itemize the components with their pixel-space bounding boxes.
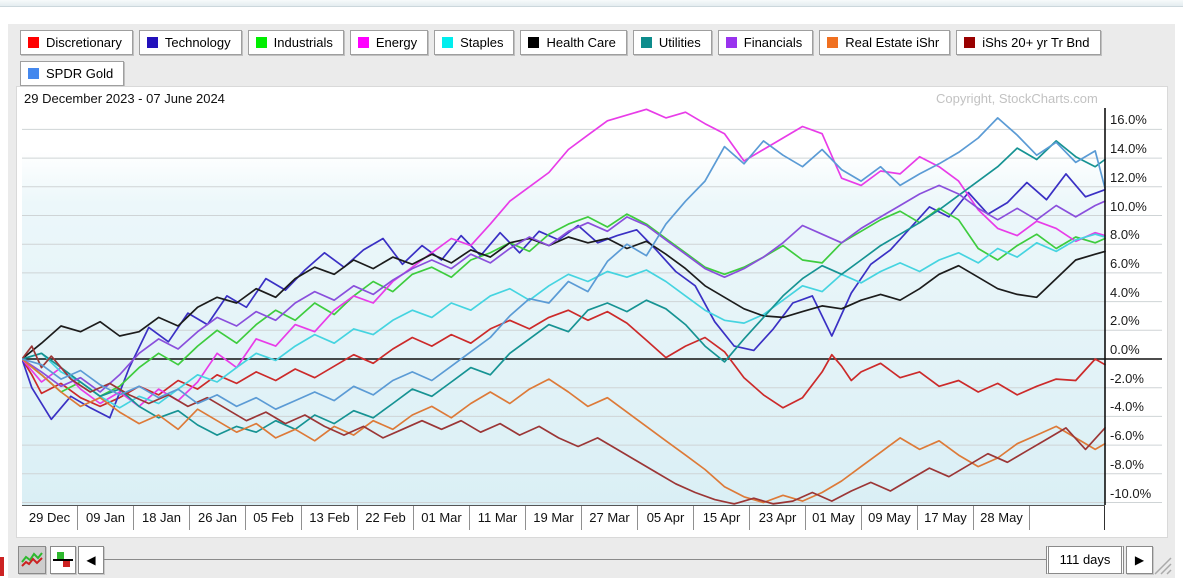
- x-tick-label: 15 Apr: [694, 506, 750, 530]
- x-tick-label: 29 Dec: [22, 506, 78, 530]
- y-tick-label: -8.0%: [1110, 456, 1144, 472]
- technology-swatch-icon: [146, 37, 158, 48]
- y-tick-label: 2.0%: [1110, 313, 1140, 329]
- y-tick-label: 0.0%: [1110, 342, 1140, 357]
- y-tick-label: 6.0%: [1110, 255, 1140, 271]
- x-tick-label: 22 Feb: [358, 506, 414, 530]
- legend-chicklet-staples[interactable]: Staples: [434, 30, 515, 55]
- y-tick-label: 8.0%: [1110, 227, 1140, 243]
- x-tick-label: 09 May: [862, 506, 918, 530]
- industrials-swatch-icon: [255, 37, 267, 48]
- legend-label: Staples: [460, 35, 504, 50]
- y-tick-label: -4.0%: [1110, 399, 1144, 415]
- ishs-20-yr-tr-bnd-swatch-icon: [964, 37, 976, 48]
- spdr-gold-swatch-icon: [28, 68, 39, 79]
- x-tick-label: 05 Feb: [246, 506, 302, 530]
- legend-chicklet-financials[interactable]: Financials: [717, 30, 814, 55]
- line-chart-icon: [21, 552, 43, 567]
- histogram-mode-button[interactable]: [50, 546, 76, 574]
- real-estate-ishr-swatch-icon: [827, 37, 839, 48]
- cropped-red-element: [0, 557, 4, 576]
- y-tick-label: -6.0%: [1110, 428, 1144, 444]
- legend-chicklet-industrials[interactable]: Industrials: [247, 30, 344, 55]
- legend-label: Utilities: [658, 35, 701, 50]
- perf-line-chart: [22, 108, 1162, 505]
- scroll-left-button[interactable]: ◀: [78, 546, 104, 574]
- x-tick-label: 01 May: [806, 506, 862, 530]
- x-tick-label: 17 May: [918, 506, 974, 530]
- x-tick-label: 28 May: [974, 506, 1030, 530]
- right-arrow-icon: ▶: [1134, 553, 1145, 567]
- legend-chicklet-ishs-20-yr-tr-bnd[interactable]: iShs 20+ yr Tr Bnd: [956, 30, 1101, 55]
- line-mode-button[interactable]: [18, 546, 46, 574]
- period-input[interactable]: 111 days: [1046, 546, 1124, 574]
- x-tick-label: 18 Jan: [134, 506, 190, 530]
- x-tick-label: 05 Apr: [638, 506, 694, 530]
- legend-label: Health Care: [546, 35, 616, 50]
- legend-label: Real Estate iShr: [845, 35, 940, 50]
- legend-label: Technology: [164, 35, 231, 50]
- scroll-right-button[interactable]: ▶: [1126, 546, 1153, 574]
- legend-label: Energy: [375, 35, 418, 50]
- legend-label: iShs 20+ yr Tr Bnd: [982, 35, 1090, 50]
- legend-chicklet-discretionary[interactable]: Discretionary: [20, 30, 133, 55]
- legend-chicklet-health-care[interactable]: Health Care: [520, 30, 627, 55]
- legend-bar: Discretionary Technology Industrials Energy…: [20, 30, 1160, 86]
- legend-label: SPDR Gold: [46, 66, 114, 81]
- perfchart-widget: Discretionary Technology Industrials Energy…: [8, 24, 1175, 578]
- x-tick-label: 11 Mar: [470, 506, 526, 530]
- y-tick-label: 4.0%: [1110, 284, 1140, 300]
- resize-grip[interactable]: [1150, 553, 1172, 575]
- legend-label: Discretionary: [46, 35, 122, 50]
- x-tick-label: 09 Jan: [78, 506, 134, 530]
- x-tick-label: 26 Jan: [190, 506, 246, 530]
- legend-label: Financials: [743, 35, 803, 50]
- legend-label: Industrials: [273, 35, 333, 50]
- range-slider-track[interactable]: [104, 559, 1046, 560]
- x-tick-label: 13 Feb: [302, 506, 358, 530]
- x-tick-label: 19 Mar: [526, 506, 582, 530]
- legend-row-1: Discretionary Technology Industrials Energy…: [20, 30, 1160, 55]
- legend-chicklet-technology[interactable]: Technology: [138, 30, 242, 55]
- x-tick-label: 01 Mar: [414, 506, 470, 530]
- y-tick-label: 16.0%: [1110, 112, 1147, 128]
- y-tick-label: -2.0%: [1110, 370, 1144, 386]
- histogram-icon: [53, 552, 73, 567]
- y-tick-label: 10.0%: [1110, 198, 1147, 214]
- utilities-swatch-icon: [640, 37, 652, 48]
- health-care-swatch-icon: [528, 37, 540, 48]
- legend-chicklet-real-estate-ishr[interactable]: Real Estate iShr: [819, 30, 951, 55]
- chart-date-range: 29 December 2023 - 07 June 2024: [24, 91, 225, 106]
- financials-swatch-icon: [725, 37, 737, 48]
- x-tick-label: 23 Apr: [750, 506, 806, 530]
- y-tick-label: 12.0%: [1110, 169, 1147, 185]
- left-arrow-icon: ◀: [86, 553, 96, 567]
- x-axis-date-strip: 29 Dec 09 Jan 18 Jan 26 Jan 05 Feb 13 Feb 22 F…: [22, 505, 1105, 530]
- resize-grip-icon: [1154, 557, 1172, 575]
- copyright-label: Copyright, StockCharts.com: [936, 91, 1098, 106]
- y-tick-label: 14.0%: [1110, 141, 1147, 157]
- page-top-strip: [0, 0, 1183, 7]
- legend-chicklet-energy[interactable]: Energy: [349, 30, 429, 55]
- energy-swatch-icon: [357, 37, 369, 48]
- legend-row-2: SPDR Gold: [20, 61, 1160, 86]
- x-axis-filler: [1030, 506, 1105, 530]
- staples-swatch-icon: [442, 37, 454, 48]
- x-tick-label: 27 Mar: [582, 506, 638, 530]
- discretionary-swatch-icon: [28, 37, 39, 48]
- legend-chicklet-spdr-gold[interactable]: SPDR Gold: [20, 61, 125, 86]
- legend-chicklet-utilities[interactable]: Utilities: [632, 30, 712, 55]
- y-tick-label: -10.0%: [1110, 485, 1152, 501]
